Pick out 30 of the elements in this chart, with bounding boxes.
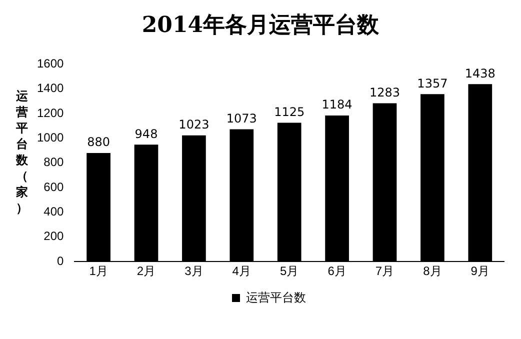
x-tick-label: 6月: [328, 264, 346, 278]
data-label: 1125: [274, 104, 305, 119]
y-axis-title: 运营平台数（家）: [14, 88, 29, 216]
x-tick-label: 1月: [89, 264, 108, 278]
data-label: 880: [87, 135, 110, 150]
x-tick-label: 4月: [232, 264, 251, 278]
y-tick-label: 1600: [36, 56, 64, 71]
data-label: 1438: [464, 66, 496, 80]
y-tick-label: 1000: [36, 130, 64, 145]
data-label: 1023: [178, 118, 210, 132]
y-tick-label: 200: [44, 229, 64, 244]
data-label: 1073: [226, 111, 257, 126]
chart-title: 2014年各月运营平台数: [140, 11, 380, 40]
x-tick-label: 7月: [375, 264, 394, 278]
x-tick-label: 3月: [184, 264, 204, 278]
y-tick-label: 800: [44, 155, 64, 170]
x-tick-label: 8月: [423, 264, 442, 278]
x-tick-label: 2月: [136, 264, 156, 278]
y-tick-label: 1200: [36, 106, 64, 120]
data-label: 1184: [322, 98, 352, 112]
x-tick-label: 9月: [470, 264, 490, 278]
legend-label: 运营平台数: [246, 290, 306, 304]
data-label: 948: [134, 126, 158, 141]
data-label: 1357: [417, 76, 448, 90]
y-tick-label: 0: [57, 254, 64, 268]
y-tick-label: 1400: [36, 81, 64, 96]
y-tick-label: 600: [44, 180, 64, 194]
x-tick-label: 5月: [280, 264, 299, 278]
data-label: 1283: [369, 85, 400, 100]
y-tick-label: 400: [44, 204, 64, 219]
